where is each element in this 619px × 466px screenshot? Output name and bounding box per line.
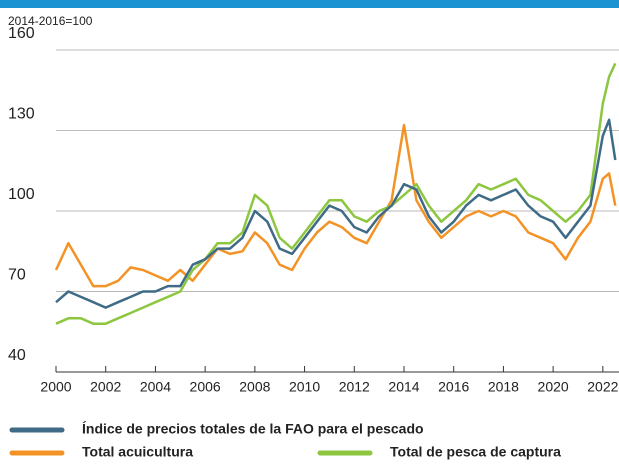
x-tick-label: 2018 xyxy=(488,379,519,395)
legend-label: Total de pesca de captura xyxy=(390,444,561,460)
y-tick-label: 130 xyxy=(8,106,35,123)
series-line xyxy=(55,118,617,309)
x-tick-label: 2022 xyxy=(587,379,618,395)
x-tick-label: 2012 xyxy=(339,379,370,395)
x-tick-label: 2000 xyxy=(40,379,71,395)
x-tick-label: 2010 xyxy=(289,379,320,395)
legend-label: Total acuicultura xyxy=(82,444,193,460)
y-tick-label: 160 xyxy=(8,25,35,42)
y-tick-label: 70 xyxy=(8,267,26,284)
x-tick-label: 2006 xyxy=(190,379,221,395)
y-tick-label: 100 xyxy=(8,186,35,203)
x-tick-label: 2002 xyxy=(90,379,121,395)
x-tick-label: 2014 xyxy=(388,379,419,395)
legend-label: Índice de precios totales de la FAO para… xyxy=(82,421,424,437)
x-tick-label: 2008 xyxy=(239,379,270,395)
y-axis-label: 2014-2016=100 xyxy=(8,14,93,28)
x-tick-label: 2016 xyxy=(438,379,469,395)
x-tick-label: 2020 xyxy=(538,379,569,395)
series-line xyxy=(55,62,617,325)
top-band xyxy=(0,0,619,8)
series-line xyxy=(54,123,617,288)
x-tick-label: 2004 xyxy=(140,379,171,395)
y-tick-label: 40 xyxy=(8,347,26,364)
